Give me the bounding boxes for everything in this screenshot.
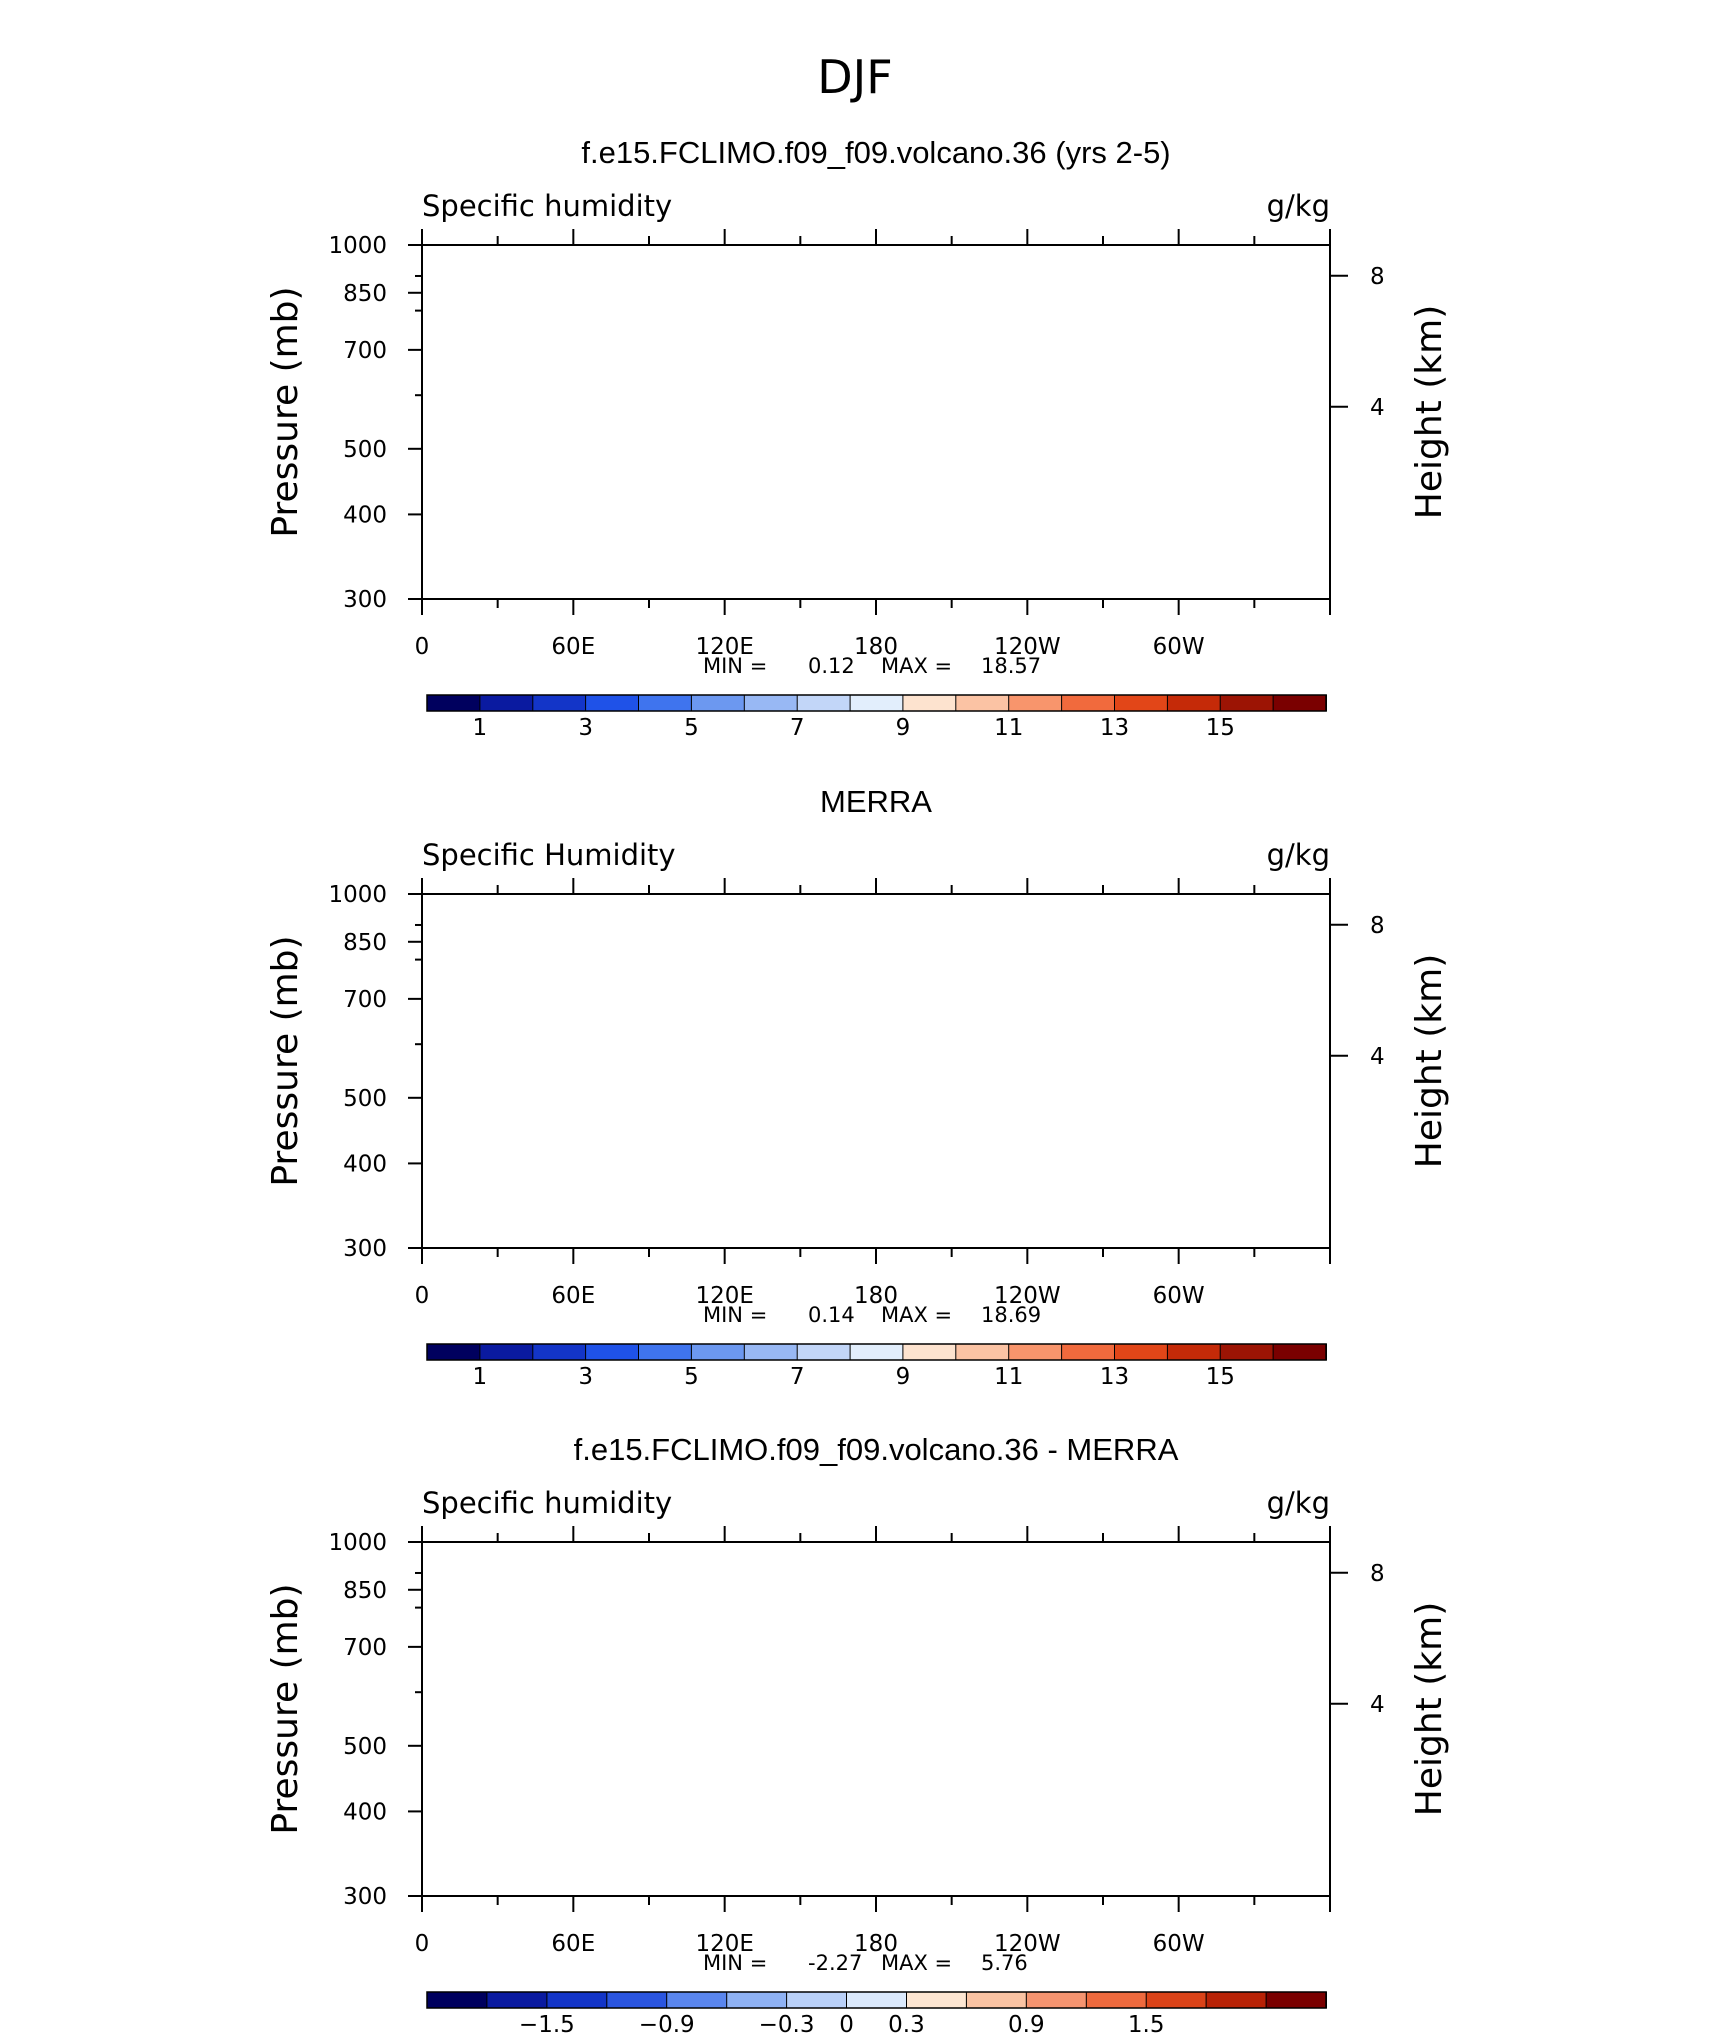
chart-panel-1: f.e15.FCLIMO.f09_f09.volcano.36 (yrs 2-5… <box>265 135 1450 741</box>
colorbar-label: 5 <box>684 715 699 741</box>
x-tick-label: 60E <box>551 634 595 660</box>
x-tick-label: 120E <box>695 634 753 660</box>
y-tick-label: 300 <box>343 587 387 613</box>
colorbar-label: 13 <box>1100 715 1129 741</box>
variable-label: Specific humidity <box>422 189 672 223</box>
colorbar-box <box>743 694 799 712</box>
colorbar-box <box>849 694 904 712</box>
colorbar-box <box>955 694 1010 712</box>
colorbar-box <box>1166 694 1222 712</box>
colorbar-box <box>690 694 746 712</box>
y2-tick-label: 4 <box>1370 395 1385 421</box>
figure-title: DJF <box>817 50 892 104</box>
plot-frame <box>421 244 1331 600</box>
colorbar-label: 3 <box>578 715 593 741</box>
min-label: MIN = <box>703 654 767 678</box>
colorbar-label: 11 <box>994 715 1023 741</box>
y-tick-label: 500 <box>343 437 387 463</box>
colorbar-box <box>1114 694 1169 712</box>
x-tick-label: 60W <box>1153 634 1205 660</box>
colorbar-box <box>902 694 957 712</box>
y2-axis-title: Height (km) <box>1409 305 1450 519</box>
colorbar-box <box>638 694 693 712</box>
colorbar-box <box>426 694 481 712</box>
max-label: MAX = <box>881 654 952 678</box>
colorbar-box <box>1061 694 1116 712</box>
colorbar-label: 7 <box>790 715 805 741</box>
colorbar-box <box>1219 694 1275 712</box>
units-label: g/kg <box>1267 189 1330 223</box>
min-value: 0.12 <box>808 654 855 678</box>
colorbar-label: 1 <box>473 715 488 741</box>
colorbar-box <box>479 694 534 712</box>
y-tick-label: 1000 <box>328 233 387 259</box>
colorbar-box <box>1008 694 1063 712</box>
colorbar-box <box>796 694 852 712</box>
variable-label: Specific Humidity <box>422 838 676 872</box>
y-tick-label: 700 <box>343 338 387 364</box>
max-value: 18.57 <box>981 654 1041 678</box>
x-tick-label: 180 <box>854 634 898 660</box>
y-axis-title: Pressure (mb) <box>265 286 306 537</box>
y2-tick-label: 8 <box>1370 264 1385 290</box>
colorbar-label: 9 <box>896 715 911 741</box>
x-tick-label: 0 <box>415 634 430 660</box>
panel-title: MERRA <box>820 784 932 819</box>
colorbar-box <box>532 694 587 712</box>
y-tick-label: 400 <box>343 502 387 528</box>
x-tick-label: 120W <box>994 634 1061 660</box>
colorbar-box <box>1272 694 1327 712</box>
colorbar-box <box>585 694 640 712</box>
units-label: g/kg <box>1267 838 1330 872</box>
colorbar-label: 15 <box>1206 715 1235 741</box>
y-tick-label: 850 <box>343 281 387 307</box>
panel-title: f.e15.FCLIMO.f09_f09.volcano.36 (yrs 2-5… <box>581 135 1170 170</box>
colorbar-frame <box>426 694 1327 712</box>
